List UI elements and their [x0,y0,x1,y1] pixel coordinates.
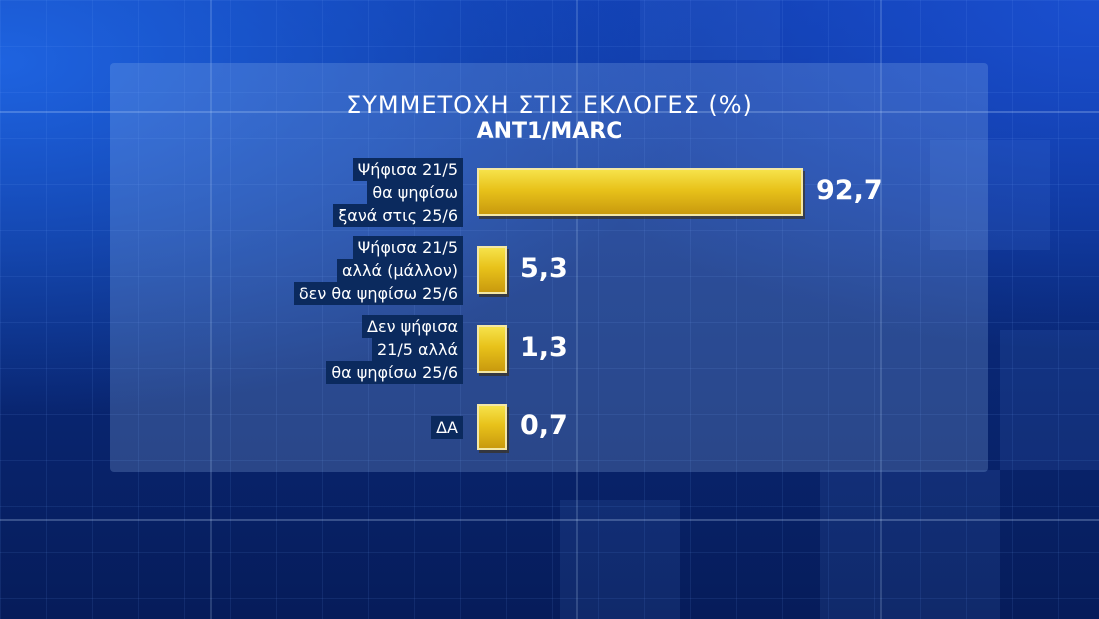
background-tile [820,470,1000,619]
category-label-line: δεν θα ψηφίσω 25/6 [293,281,463,305]
chart-panel [110,63,988,472]
category-label-line: ξανά στις 25/6 [333,203,463,227]
background-line [0,111,1099,113]
bar [477,325,507,373]
background-line [0,519,1099,521]
bar [477,246,507,294]
category-label-line: θα ψηφίσω [367,180,463,204]
data-label: 5,3 [520,253,568,284]
category-label-line: θα ψηφίσω 25/6 [326,360,463,384]
background-line [210,0,212,619]
bar [477,168,803,216]
chart-subtitle: ΑΝΤ1/MARC [476,119,623,144]
data-label: 0,7 [520,410,568,441]
category-label-line: Ψήφισα 21/5 [352,235,463,259]
category-label-line: ΔΑ [431,415,463,439]
background-line [880,0,882,619]
data-label: 92,7 [816,175,883,206]
background-tile [560,500,680,619]
bar [477,404,507,450]
category-label: ΔΑ [431,415,463,439]
background-tile [640,0,780,60]
background-line [576,0,578,619]
category-label-line: 21/5 αλλά [371,337,463,361]
chart-title: ΣΥΜΜΕΤΟΧΗ ΣΤΙΣ ΕΚΛΟΓΕΣ (%) [346,91,753,119]
category-label-line: Ψήφισα 21/5 [352,157,463,181]
data-label: 1,3 [520,332,568,363]
category-label-line: αλλά (μάλλον) [337,258,463,282]
background-tile [1000,330,1099,470]
category-label: Ψήφισα 21/5 θα ψηφίσω ξανά στις 25/6 [333,157,463,227]
category-label: Δεν ψήφισα 21/5 αλλά θα ψηφίσω 25/6 [326,314,463,384]
category-label-line: Δεν ψήφισα [362,314,463,338]
category-label: Ψήφισα 21/5 αλλά (μάλλον) δεν θα ψηφίσω 25… [293,235,463,305]
background-tile [930,140,1050,250]
